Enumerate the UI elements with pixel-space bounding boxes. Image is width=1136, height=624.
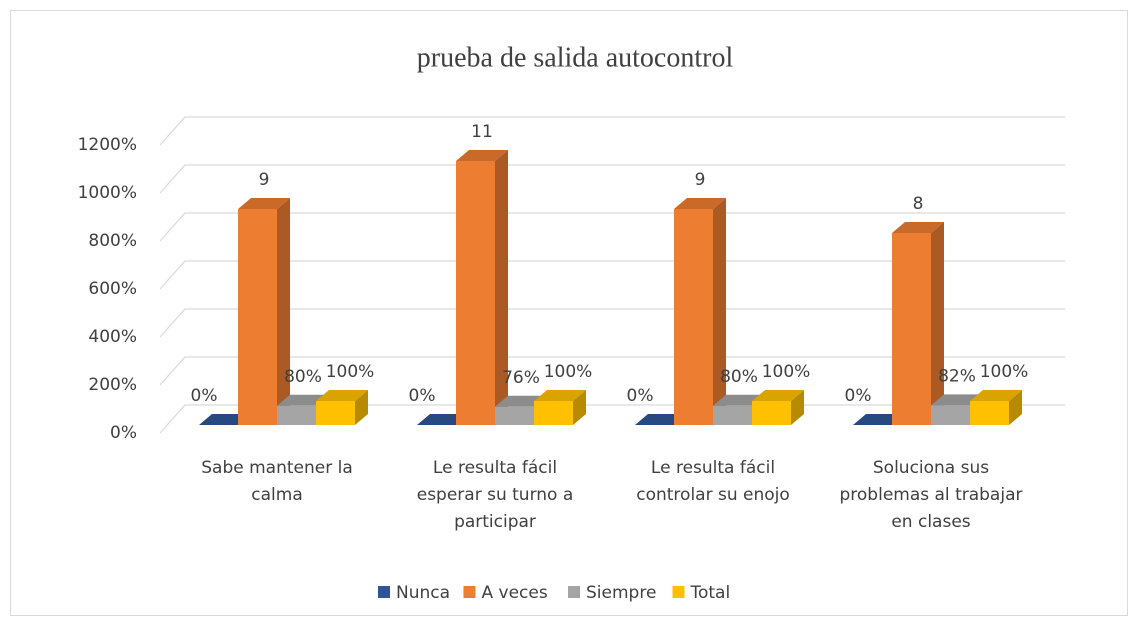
bar-side — [277, 198, 290, 425]
bar-front — [456, 161, 495, 425]
data-label: 76% — [502, 368, 540, 388]
data-label: 9 — [259, 170, 270, 190]
y-tick-label: 1000% — [78, 183, 137, 203]
y-tick-label: 600% — [88, 279, 137, 299]
bar — [970, 390, 1022, 425]
bar — [534, 390, 586, 425]
legend-label: Nunca — [396, 583, 450, 603]
bar-top — [892, 222, 944, 233]
bar-side — [791, 390, 804, 425]
bar-top — [752, 390, 804, 401]
bar-front — [277, 405, 316, 425]
bar-top — [238, 198, 290, 209]
bar-side — [931, 222, 944, 425]
legend-label: Total — [690, 583, 731, 603]
bar — [674, 198, 726, 425]
data-label: 100% — [544, 362, 593, 382]
bar-front — [752, 401, 791, 425]
grid-line — [159, 308, 1065, 338]
data-label: 0% — [191, 386, 218, 406]
y-tick-label: 200% — [88, 375, 137, 395]
y-tick-label: 0% — [110, 423, 137, 443]
bar — [238, 198, 290, 425]
bar-front — [674, 209, 713, 425]
data-label: 11 — [471, 122, 493, 142]
bar-front — [238, 209, 277, 425]
grid-line — [159, 356, 1065, 386]
bar-top — [970, 390, 1022, 401]
bar — [752, 390, 804, 425]
legend-label: A veces — [482, 583, 548, 603]
bar-front — [316, 401, 355, 425]
bar-top — [674, 198, 726, 209]
grid-line — [159, 260, 1065, 290]
bar-top — [456, 150, 508, 161]
bar-side — [1009, 390, 1022, 425]
bar-top — [534, 390, 586, 401]
data-label: 82% — [938, 366, 976, 386]
bar-front — [534, 401, 573, 425]
x-tick-label: Sabe mantener la calma — [201, 458, 353, 505]
bar — [456, 150, 508, 425]
legend-swatch — [463, 586, 476, 598]
x-tick-label: Le resulta fácil esperar su turno a partic… — [417, 458, 574, 532]
bar-side — [355, 390, 368, 425]
bar-front — [931, 405, 970, 425]
bar — [316, 390, 368, 425]
data-label: 0% — [627, 386, 654, 406]
data-label: 80% — [720, 367, 758, 387]
bar-side — [713, 198, 726, 425]
data-label: 80% — [284, 367, 322, 387]
bar-side — [495, 150, 508, 425]
data-label: 0% — [409, 386, 436, 406]
y-tick-label: 800% — [88, 231, 137, 251]
legend-label: Siempre — [586, 583, 656, 603]
data-label: 100% — [762, 362, 811, 382]
grid-line — [159, 116, 1065, 146]
bar-front — [495, 406, 534, 425]
legend-swatch — [672, 586, 685, 598]
bar-side — [573, 390, 586, 425]
x-tick-label: Le resulta fácil controlar su enojo — [636, 458, 790, 505]
grid-line — [159, 164, 1065, 194]
bar — [892, 222, 944, 425]
y-tick-label: 1200% — [78, 135, 137, 155]
data-label: 100% — [326, 362, 375, 382]
data-label: 9 — [695, 170, 706, 190]
y-tick-label: 400% — [88, 327, 137, 347]
bar-front — [892, 233, 931, 425]
bar-front — [713, 405, 752, 425]
chart-title: prueba de salida autocontrol — [417, 42, 734, 73]
x-tick-label: Soluciona sus problemas al trabajar en cla… — [840, 458, 1023, 532]
data-label: 100% — [980, 362, 1029, 382]
bar-top — [316, 390, 368, 401]
legend-swatch — [378, 586, 390, 598]
data-label: 0% — [845, 386, 872, 406]
legend-swatch — [568, 586, 580, 598]
data-label: 8 — [913, 194, 924, 214]
bar-front — [970, 401, 1009, 425]
grid-line — [159, 212, 1065, 242]
